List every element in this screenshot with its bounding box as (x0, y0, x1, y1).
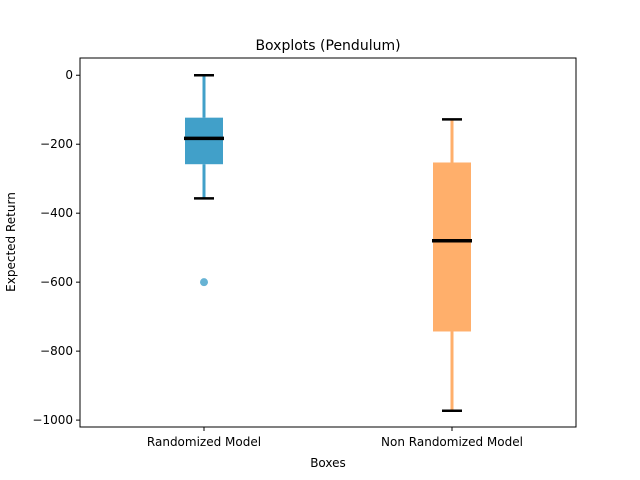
y-tick-label: −600 (40, 275, 73, 289)
plot-area (184, 73, 472, 413)
axes-frame (79, 57, 577, 428)
y-tick-label: −1000 (32, 413, 73, 427)
box-body (433, 162, 471, 332)
y-tick-label: −800 (40, 344, 73, 358)
y-axis-label: Expected Return (4, 192, 18, 292)
box-group (432, 118, 472, 413)
box-group (184, 73, 224, 287)
y-tick-label: −400 (40, 206, 73, 220)
x-tick-label: Randomized Model (147, 435, 261, 449)
y-axis: 0 −200 −400 −600 −800 −1000 (32, 68, 80, 427)
outlier-point (200, 278, 208, 287)
x-tick-label: Non Randomized Model (381, 435, 523, 449)
y-tick-label: −200 (40, 137, 73, 151)
box-body (185, 117, 223, 165)
x-axis: Randomized Model Non Randomized Model (147, 427, 523, 449)
y-tick-label: 0 (65, 68, 73, 82)
chart-title: Boxplots (Pendulum) (255, 38, 400, 54)
x-axis-label: Boxes (310, 456, 346, 470)
